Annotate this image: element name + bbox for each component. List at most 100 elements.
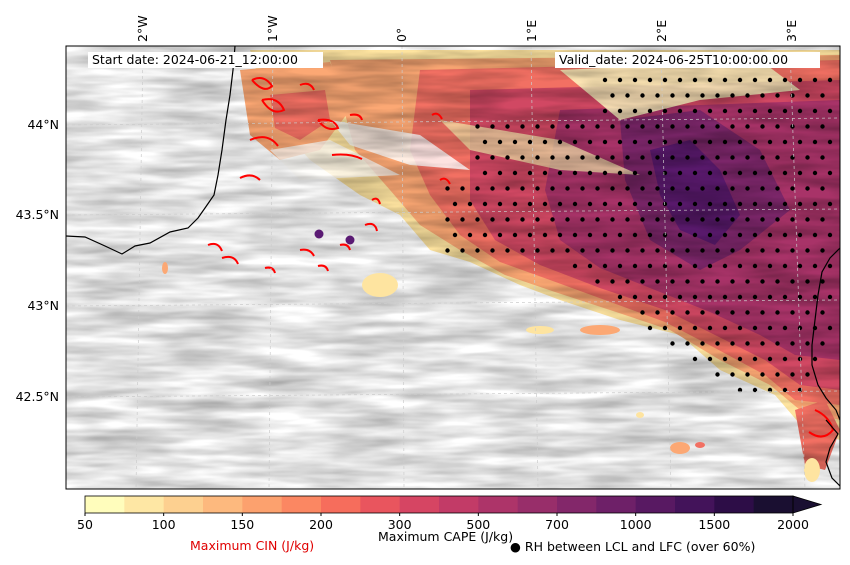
rh-dot [827, 232, 833, 238]
rh-dot [715, 248, 720, 253]
rh-dot [565, 248, 570, 253]
rh-dot [497, 139, 503, 145]
rh-dot [655, 186, 660, 191]
rh-dot [670, 155, 675, 160]
rh-dot [782, 356, 788, 362]
rh-dot [520, 248, 525, 253]
rh-dot [790, 248, 795, 253]
rh-dot [775, 186, 780, 191]
rh-dot [752, 325, 758, 331]
rh-dot [752, 77, 758, 83]
rh-dot [647, 77, 653, 83]
colorbar-border [84, 495, 794, 514]
rh-dot [460, 248, 465, 253]
rh-dot [520, 186, 525, 191]
colorbar-extend-arrow [792, 495, 823, 514]
cape-colorbar: 50 100 150 200 300 500 700 1000 1500 2000 [77, 495, 823, 532]
rh-dot [730, 248, 735, 253]
rh-dot [655, 248, 660, 253]
rh-dot [617, 77, 623, 83]
rh-dot [445, 186, 450, 191]
rh-dot [662, 170, 668, 176]
rh-dot [662, 77, 668, 83]
rh-legend-label: ● RH between LCL and LFC (over 60%) [510, 539, 755, 554]
rh-dot [475, 124, 480, 129]
colorbar-swatch [281, 496, 322, 513]
colorbar-tick-label: 150 [230, 517, 254, 532]
rh-dot [527, 201, 533, 207]
rh-dot [632, 170, 638, 176]
rh-dot [775, 217, 780, 222]
rh-dot [700, 155, 705, 160]
rh-dot [715, 279, 720, 284]
rh-dot [670, 279, 675, 284]
rh-dot [625, 155, 630, 160]
rh-dot [767, 201, 773, 207]
rh-dot [775, 124, 780, 129]
rh-dot [655, 93, 660, 98]
rh-dot [640, 310, 645, 315]
colorbar-swatch [714, 496, 755, 513]
rh-dot [490, 186, 495, 191]
rh-dot [722, 263, 728, 269]
colorbar-swatch [635, 496, 676, 513]
rh-dot [797, 170, 803, 176]
rh-dot [602, 201, 608, 207]
rh-dot [797, 201, 803, 207]
rh-dot [737, 263, 743, 269]
rh-dot [775, 248, 780, 253]
rh-dot [557, 170, 563, 176]
rh-dot [685, 124, 690, 129]
rh-dot [760, 279, 765, 284]
rh-dot [685, 217, 690, 222]
rh-dot [752, 294, 758, 300]
rh-dot [535, 217, 540, 222]
rh-dot [760, 372, 765, 377]
colorbar-swatch [321, 496, 361, 513]
lon-label-2e: 2°E [654, 20, 669, 42]
rh-dot [482, 170, 488, 176]
rh-dot [580, 217, 585, 222]
rh-dot [782, 325, 788, 331]
rh-dot [790, 217, 795, 222]
colorbar-swatch [675, 496, 715, 513]
rh-dot [700, 124, 705, 129]
rh-dot [707, 108, 713, 114]
rh-dot [797, 232, 803, 238]
rh-dot [550, 217, 555, 222]
rh-dot [752, 232, 758, 238]
rh-dot [730, 93, 735, 98]
rh-dot [707, 170, 713, 176]
rh-dot [572, 201, 578, 207]
rh-dot [812, 77, 818, 83]
lon-label-2w: 2°W [135, 15, 150, 42]
gridlines [66, 46, 840, 489]
rh-dot [707, 232, 713, 238]
rh-dot [782, 108, 788, 114]
purple-marker-west [314, 229, 324, 239]
rh-dot [760, 93, 765, 98]
rh-dot [737, 108, 743, 114]
rh-dot [497, 201, 503, 207]
rh-dot [790, 310, 795, 315]
rh-dot [595, 217, 600, 222]
rh-dot [812, 294, 818, 300]
rh-dot [475, 186, 480, 191]
rh-dot [790, 341, 795, 346]
rh-dot [662, 201, 668, 207]
rh-dot [550, 248, 555, 253]
rh-dot [662, 325, 668, 331]
rh-dot [505, 124, 510, 129]
colorbar-tick-label: 700 [545, 517, 569, 532]
rh-dot [580, 155, 585, 160]
rh-dot [827, 77, 833, 83]
rh-dot [797, 263, 803, 269]
rh-dot [797, 356, 803, 362]
rh-dot [700, 217, 705, 222]
rh-dot [707, 294, 713, 300]
coastline [66, 46, 840, 487]
rh-dot [715, 186, 720, 191]
rh-dot [617, 294, 623, 300]
rh-dot [707, 263, 713, 269]
rh-dot [565, 186, 570, 191]
